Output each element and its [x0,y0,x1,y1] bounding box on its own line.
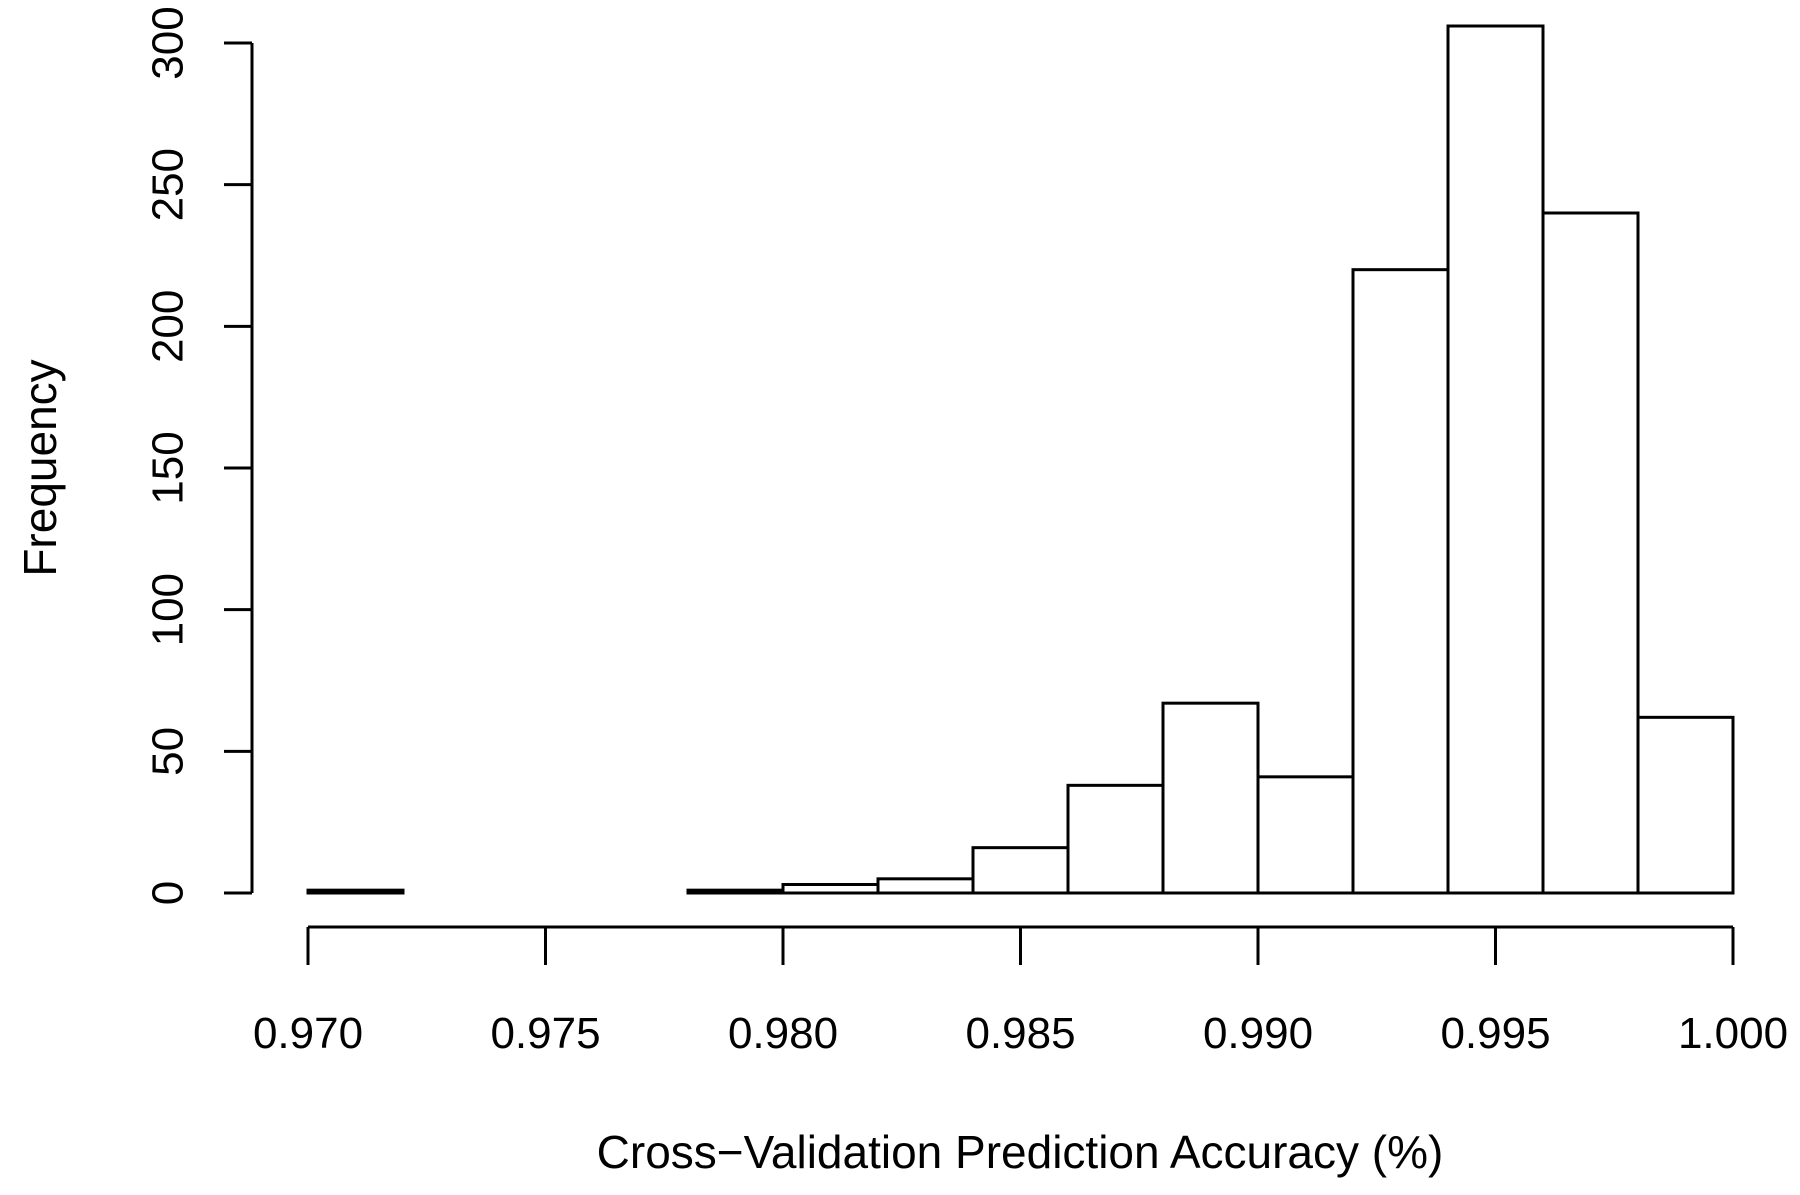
x-tick-label: 0.975 [490,1009,600,1058]
x-tick-label: 0.990 [1203,1009,1313,1058]
y-axis: 0 50 100 150 200 250 300 [144,6,254,905]
histogram-bar [781,883,880,895]
y-tick-label: 300 [144,6,193,79]
histogram-bar [1541,211,1640,895]
y-tick-label: 0 [144,881,193,905]
histogram-bar [1351,268,1450,895]
x-axis-title: Cross−Validation Prediction Accuracy (%) [597,1126,1444,1178]
y-tick-label: 200 [144,290,193,363]
histogram-bar [1636,715,1735,895]
y-tick-label: 250 [144,148,193,221]
x-axis: 0.970 0.975 0.980 0.985 0.990 0.995 1.000 [253,925,1788,1058]
x-tick-label: 0.980 [728,1009,838,1058]
histogram-bar [971,846,1070,895]
histogram-bar [1161,701,1260,895]
histogram-bar [686,888,785,895]
x-tick-label: 0.985 [965,1009,1075,1058]
x-tick-label: 0.970 [253,1009,363,1058]
bars-layer [306,24,1735,895]
x-tick-label: 1.000 [1678,1009,1788,1058]
y-tick-label: 50 [144,727,193,776]
histogram-bar [1446,24,1545,895]
y-axis-title: Frequency [14,359,66,576]
y-tick-label: 100 [144,573,193,646]
histogram-bar [876,877,975,895]
histogram-bar [1066,783,1165,895]
histogram-bar [306,888,405,895]
y-tick-label: 150 [144,431,193,504]
histogram-bar [1256,775,1355,895]
x-tick-label: 0.995 [1440,1009,1550,1058]
